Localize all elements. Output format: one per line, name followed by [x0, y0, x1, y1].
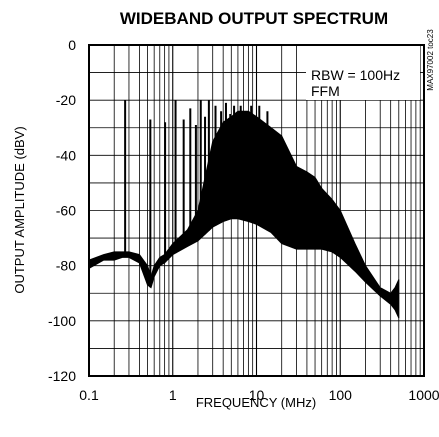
legend-box [306, 44, 420, 100]
y-tick-label: -40 [56, 147, 76, 163]
x-tick-label: 10 [249, 387, 265, 403]
noise-envelope [88, 110, 400, 319]
legend-ffm: FFM [311, 83, 340, 99]
plot-frame [88, 44, 425, 377]
y-tick-label: -100 [48, 313, 76, 329]
y-tick-label: -60 [56, 203, 76, 219]
part-number-label: MAX97002 toc23 [426, 29, 435, 91]
y-tick-label: -80 [56, 258, 76, 274]
x-axis-label: FREQUENCY (MHz) [196, 395, 316, 410]
y-axis-label: OUTPUT AMPLITUDE (dBV) [12, 126, 27, 293]
plot-data [88, 100, 400, 319]
legend-rbw: RBW = 100Hz [311, 67, 400, 83]
y-tick-label: -120 [48, 368, 76, 384]
x-tick-label: 100 [329, 387, 353, 403]
chart-title: WIDEBAND OUTPUT SPECTRUM [120, 9, 388, 28]
y-tick-label: 0 [68, 37, 76, 53]
x-tick-label: 1000 [408, 387, 439, 403]
tick-labels: 0.1 1 10 100 1000 0 -20 -40 -60 -80 -100 -120 [48, 37, 439, 403]
x-tick-label: 1 [169, 387, 177, 403]
x-tick-label: 0.1 [79, 387, 99, 403]
y-tick-label: -20 [56, 92, 76, 108]
